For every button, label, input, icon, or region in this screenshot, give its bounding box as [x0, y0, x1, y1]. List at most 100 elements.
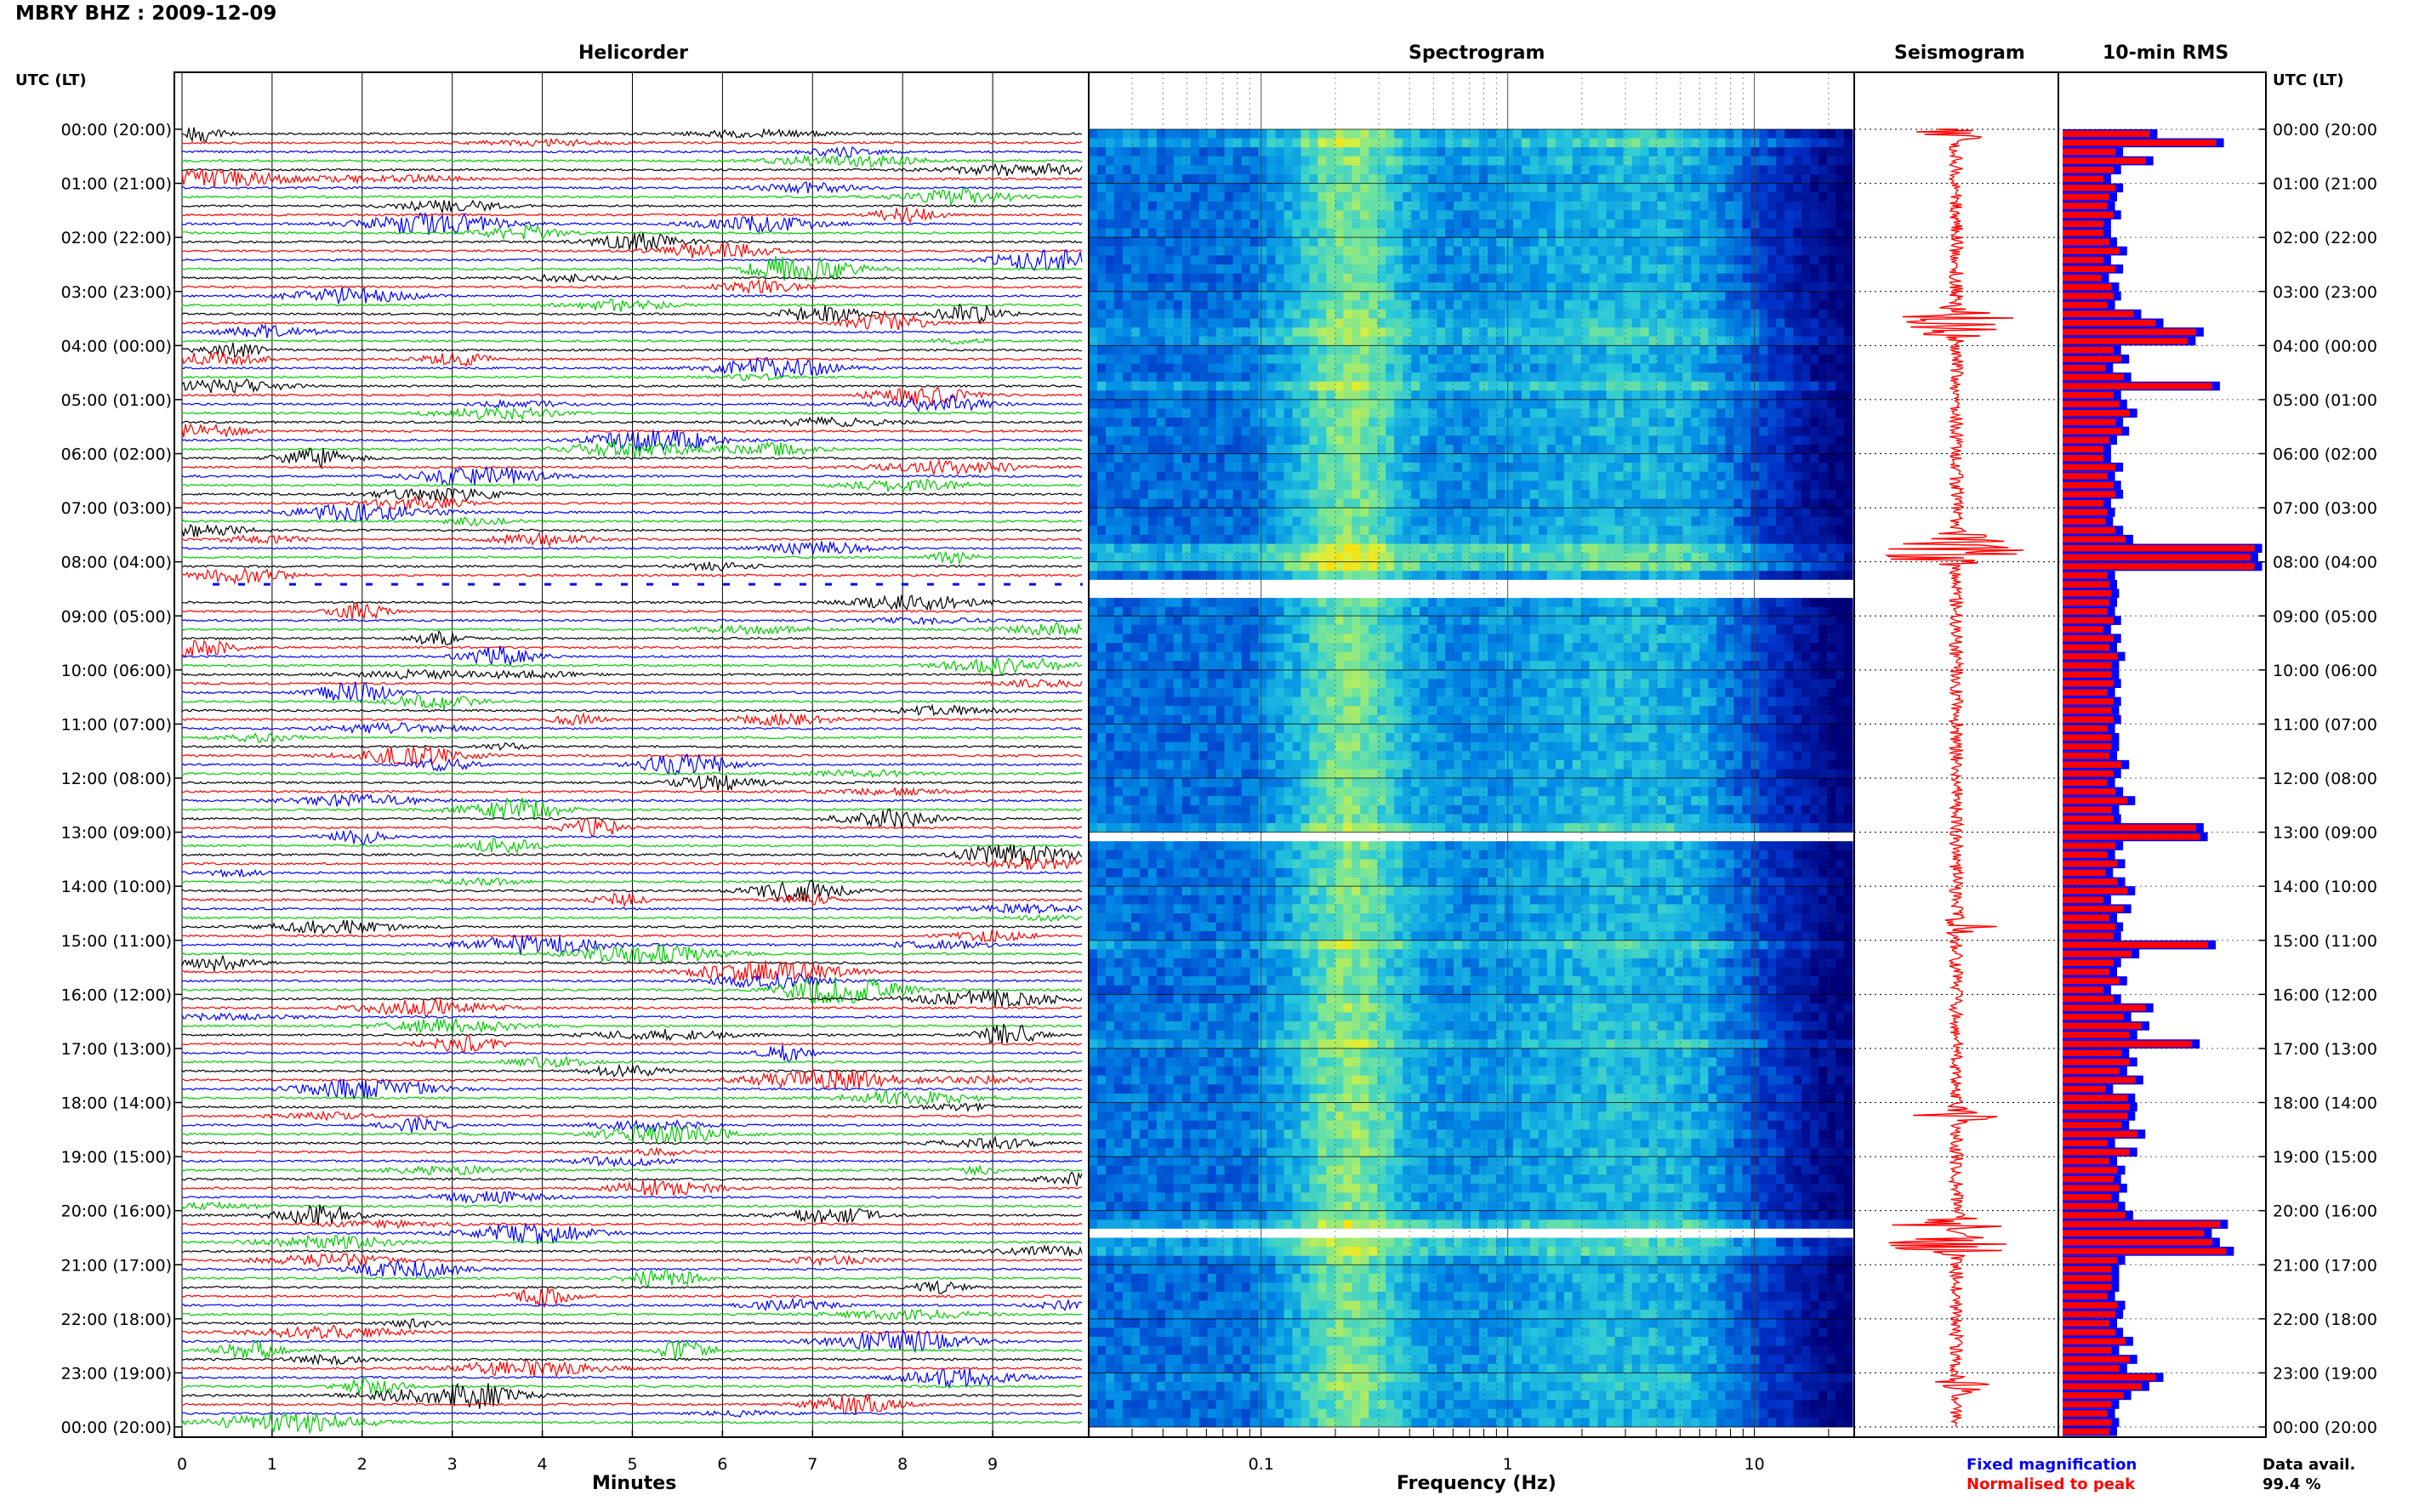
helicorder-trace: [181, 1146, 1083, 1157]
rms-bar-normalised: [2063, 193, 2109, 201]
rms-bar-normalised: [2063, 679, 2114, 687]
rms-bar-normalised: [2063, 301, 2108, 309]
rms-bar-normalised: [2063, 1373, 2156, 1381]
helicorder-trace: [181, 913, 1083, 923]
rms-bar-normalised: [2063, 1022, 2142, 1030]
rms-bar-normalised: [2063, 1140, 2108, 1146]
time-label-left: 11:00 (07:00): [61, 715, 172, 734]
rms-bar-normalised: [2063, 608, 2108, 615]
helicorder-trace: [181, 516, 1083, 527]
rms-bar-normalised: [2063, 634, 2114, 642]
helicorder-trace: [181, 223, 1083, 241]
helicorder-trace: [181, 342, 1083, 359]
helicorder-trace: [181, 1328, 1083, 1354]
rms-bar-normalised: [2063, 491, 2116, 497]
helicorder-trace: [181, 1287, 1083, 1308]
rms-bar-normalised: [2063, 689, 2108, 696]
helicorder-trace: [181, 242, 1083, 259]
helicorder-trace: [181, 1412, 1083, 1435]
rms-bar-normalised: [2063, 1104, 2130, 1111]
time-label-right: 18:00 (14:00: [2273, 1094, 2377, 1113]
helicorder-trace: [181, 541, 1082, 556]
spectrogram-title: Spectrogram: [1409, 43, 1545, 64]
rms-bar-normalised: [2063, 1392, 2124, 1399]
rms-bar-normalised: [2063, 1220, 2221, 1228]
helicorder-trace: [181, 273, 1083, 284]
helicorder-trace: [181, 1102, 1083, 1113]
left-time-axis-title: UTC (LT): [15, 71, 87, 89]
rms-bar-normalised: [2063, 986, 2103, 993]
rms-bar-normalised: [2063, 1059, 2130, 1066]
rms-bar-normalised: [2063, 815, 2114, 822]
rms-bar-normalised: [2063, 617, 2114, 624]
helicorder-trace: [181, 415, 1083, 428]
time-label-right: 21:00 (17:00: [2273, 1256, 2377, 1275]
helicorder-trace: [181, 1268, 1083, 1287]
helicorder-trace: [181, 439, 1083, 458]
rms-bar-normalised: [2063, 1175, 2114, 1183]
helicorder-trace: [181, 1044, 1083, 1062]
rms-bar-normalised: [2063, 1157, 2109, 1165]
helicorder-trace: [181, 712, 1083, 726]
rms-bar-normalised: [2063, 671, 2112, 678]
rms-bar-normalised: [2063, 653, 2118, 660]
rms-bar-normalised: [2063, 1401, 2112, 1408]
rms-bar-normalised: [2063, 1085, 2106, 1093]
rms-bar-normalised: [2063, 725, 2108, 732]
helicorder-trace: [181, 703, 1083, 717]
helicorder-trace: [181, 1191, 1083, 1204]
seismogram-panel: [1853, 71, 2059, 1438]
rms-bar-normalised: [2063, 563, 2255, 570]
rms-bar-normalised: [2063, 1185, 2120, 1191]
time-label-left: 02:00 (22:00): [61, 229, 172, 247]
helicorder-trace: [181, 566, 1083, 585]
rms-bar-normalised: [2063, 1014, 2124, 1020]
helicorder-trace: [181, 503, 1082, 522]
rms-bar-normalised: [2063, 1040, 2193, 1048]
rms-bar-normalised: [2063, 283, 2112, 291]
helicorder-trace: [181, 1376, 1083, 1395]
rms-bar-normalised: [2063, 185, 2116, 191]
helicorder-trace: [181, 1077, 1083, 1100]
time-label-right: 15:00 (11:00: [2273, 932, 2377, 951]
data-avail-label: Data avail.: [2262, 1456, 2356, 1474]
rms-bar-normalised: [2063, 887, 2128, 895]
helicorder-trace: [181, 1116, 1083, 1134]
helicorder-trace: [181, 1395, 1083, 1416]
rms-bar-normalised: [2063, 644, 2109, 651]
helicorder-trace: [181, 678, 1083, 689]
helicorder-trace: [181, 531, 1083, 548]
time-label-right: 05:00 (01:00: [2273, 391, 2377, 410]
rms-bar-normalised: [2063, 418, 2116, 426]
time-label-left: 23:00 (19:00): [61, 1364, 172, 1383]
helicorder-trace: [181, 561, 1083, 572]
rms-bar-normalised: [2063, 1310, 2116, 1318]
rms-bar-normalised: [2063, 373, 2124, 381]
helicorder-trace: [181, 808, 1083, 828]
time-label-left: 08:00 (04:00): [61, 554, 172, 572]
helicorder-trace: [181, 787, 1083, 797]
helicorder-trace: [181, 249, 1083, 271]
helicorder-trace: [181, 934, 1083, 956]
frequency-tick-label: 1: [1503, 1455, 1513, 1474]
helicorder-trace: [181, 406, 1083, 421]
helicorder-trace: [181, 774, 1083, 792]
time-label-right: 20:00 (16:00: [2273, 1202, 2377, 1221]
rms-bar-normalised: [2063, 1239, 2212, 1246]
helicorder-trace: [181, 137, 1083, 148]
time-label-right: 22:00 (18:00: [2273, 1310, 2377, 1329]
rms-bar-normalised: [2063, 571, 2108, 579]
time-label-right: 01:00 (21:00: [2273, 175, 2377, 194]
rms-bar-normalised: [2063, 1112, 2128, 1120]
time-label-left: 17:00 (13:00): [61, 1040, 172, 1059]
helicorder-trace: [181, 629, 1083, 645]
helicorder-trace: [181, 278, 1083, 295]
rms-bar-normalised: [2063, 959, 2114, 966]
rms-bar-normalised: [2063, 220, 2103, 228]
helicorder-trace: [181, 929, 1083, 944]
rms-bar-normalised: [2063, 779, 2108, 787]
time-label-left: 01:00 (21:00): [61, 175, 172, 194]
helicorder-trace: [181, 668, 1083, 680]
helicorder-trace: [181, 1055, 1083, 1068]
